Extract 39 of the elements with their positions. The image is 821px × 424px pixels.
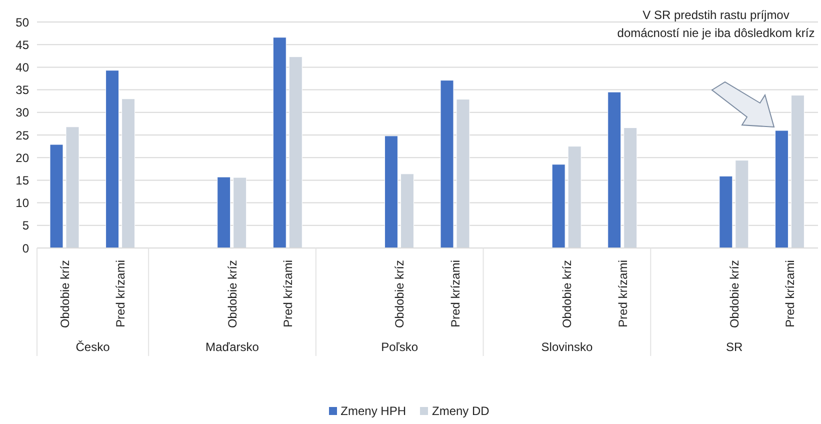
- bar: [272, 37, 286, 248]
- bar: [106, 70, 120, 248]
- x-tick-label: Obdobie kríz: [392, 260, 407, 328]
- bar: [217, 176, 231, 248]
- x-tick-label: Obdobie kríz: [727, 260, 742, 328]
- legend-label: Zmeny HPH: [340, 404, 406, 418]
- x-tick-label: Obdobie kríz: [58, 260, 72, 328]
- y-tick-label: 30: [16, 106, 30, 120]
- x-tick-label: Pred krízami: [281, 260, 296, 328]
- y-tick-label: 0: [22, 241, 30, 256]
- x-tick-label: Pred krízami: [448, 260, 462, 328]
- y-tick-label: 45: [16, 38, 30, 52]
- text: SR: [726, 340, 743, 354]
- x-tick-label: Pred krízami: [783, 260, 798, 328]
- y-tick-label: 5: [22, 218, 30, 233]
- text: Česko: [76, 340, 110, 354]
- text: Slovinsko: [541, 340, 593, 354]
- bar: [552, 164, 566, 248]
- x-tick-label: Obdobie kríz: [560, 260, 574, 328]
- y-tick-label: 50: [16, 15, 30, 30]
- bar: [440, 80, 454, 248]
- y-tick-label: 25: [16, 128, 30, 142]
- bar: [50, 144, 64, 248]
- bar: [384, 136, 398, 248]
- bar: [774, 130, 788, 248]
- bar: [719, 176, 733, 248]
- x-tick-label: Pred krízami: [616, 260, 630, 328]
- legend-label: Zmeny DD: [432, 404, 490, 418]
- y-tick-label: 35: [16, 83, 30, 98]
- y-tick-label: 15: [16, 173, 30, 188]
- y-tick-label: 20: [16, 150, 30, 165]
- annotation: V SR predstih rastu príjmov domácností nie je iba dôsledkom kríz: [616, 7, 816, 42]
- x-tick-label: Obdobie kríz: [225, 260, 240, 328]
- x-tick-label: Pred krízami: [114, 260, 128, 328]
- text: Maďarsko: [206, 340, 260, 354]
- text: Poľsko: [381, 340, 418, 354]
- y-tick-label: 10: [16, 196, 30, 210]
- y-tick-label: 40: [16, 60, 30, 74]
- bar: [608, 92, 622, 248]
